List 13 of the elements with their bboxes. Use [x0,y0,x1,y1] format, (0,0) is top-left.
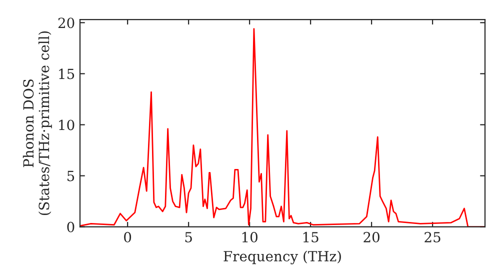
y-axis-title: Phonon DOS (States/THz·primitive cell) [22,31,52,216]
x-axis-title: Frequency (THz) [224,250,341,264]
x-tick-label: 0 [124,232,132,242]
y-tick-label: 20 [58,18,74,28]
x-tick-label: 20 [364,232,380,242]
x-tick-label: 15 [303,232,318,242]
x-tick-label: 10 [242,232,258,242]
y-tick-label: 15 [59,68,74,80]
x-tick-label: 25 [424,232,440,242]
y-tick-label: 10 [59,120,74,130]
y-tick-label: 0 [67,222,74,232]
y-tick-label: 5 [67,170,74,182]
x-tick-label: 5 [185,232,192,242]
